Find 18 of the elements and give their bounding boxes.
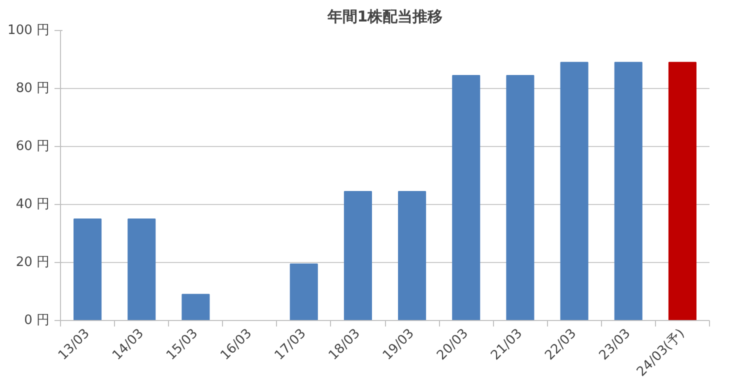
y-tick-label: 80 円 [16, 81, 50, 96]
y-tick-label: 40 円 [16, 197, 50, 212]
bar [506, 74, 534, 320]
bar [344, 190, 372, 320]
bar [614, 62, 642, 320]
y-tick-label: 60 円 [16, 139, 50, 154]
y-tick-label: 100 円 [8, 23, 50, 38]
bar [182, 294, 210, 320]
bar [128, 218, 156, 320]
bar [290, 263, 318, 320]
y-tick-label: 20 円 [16, 255, 50, 270]
bar [452, 74, 480, 320]
bar [398, 190, 426, 320]
chart-title: 年間1株配当推移 [326, 8, 443, 26]
bar [668, 62, 696, 320]
bar [560, 62, 588, 320]
y-tick-label: 0 円 [24, 313, 50, 328]
bar [74, 218, 102, 320]
